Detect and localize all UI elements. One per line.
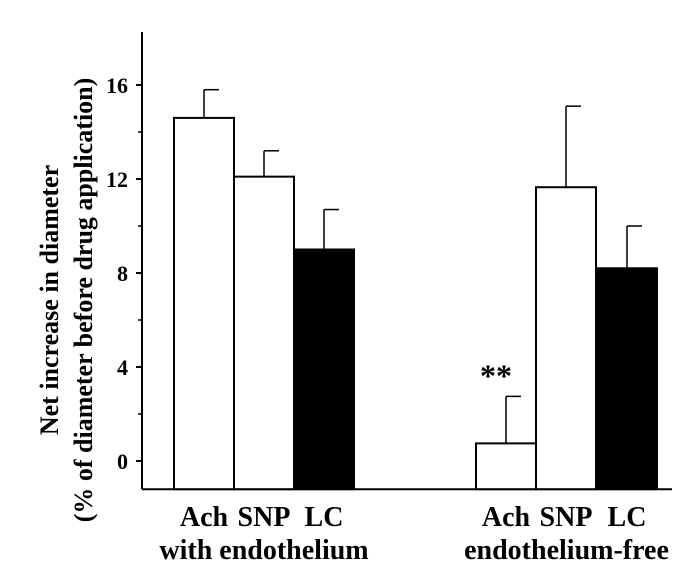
category-label: SNP: [540, 502, 593, 533]
y-axis-title-line1: Net increase in diameter: [35, 165, 64, 435]
category-label: LC: [305, 502, 344, 533]
group-label: endothelium-free: [464, 535, 669, 566]
category-label: LC: [608, 502, 647, 533]
significance-annotation: **: [480, 357, 512, 393]
category-label: Ach: [482, 502, 531, 533]
bar: [596, 267, 658, 491]
y-axis-title: Net increase in diameter (% of diameter …: [35, 78, 98, 523]
bar: [475, 442, 537, 491]
y-axis-title-line2: (% of diameter before drug application): [69, 78, 98, 523]
bar: [535, 186, 597, 491]
y-tick-label: 0: [117, 449, 128, 474]
bar: [233, 175, 295, 491]
y-tick-label: 8: [117, 261, 128, 286]
y-tick-label: 12: [106, 167, 128, 192]
bars: **: [173, 88, 658, 491]
category-label: SNP: [238, 502, 291, 533]
y-tick-label: 16: [106, 73, 128, 98]
group-label: with endothelium: [159, 535, 368, 566]
bar: [293, 248, 355, 491]
bar: [173, 116, 235, 491]
y-tick-label: 4: [117, 355, 128, 380]
category-label: Ach: [180, 502, 229, 533]
